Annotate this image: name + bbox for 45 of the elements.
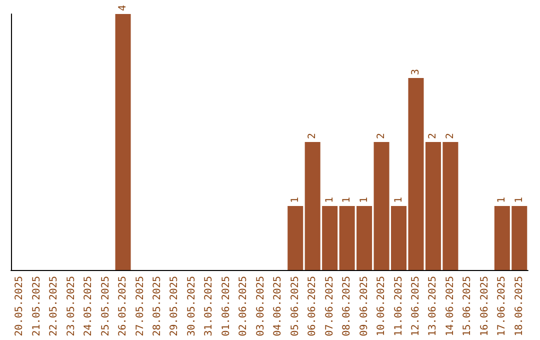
x-tick-label: 10.06.2025 [376, 276, 388, 336]
data-label: 1 [358, 196, 370, 203]
x-tick-label: 07.06.2025 [324, 276, 336, 336]
x-tick-label: 11.06.2025 [393, 276, 404, 336]
data-label: 2 [376, 132, 388, 139]
x-tick-label: 01.06.2025 [220, 276, 232, 336]
x-tick-label: 25.05.2025 [100, 276, 112, 336]
x-tick-label: 30.05.2025 [186, 276, 198, 336]
x-tick-label: 17.06.2025 [496, 276, 508, 336]
x-tick-label: 29.05.2025 [169, 276, 180, 336]
x-tick-label: 05.06.2025 [290, 276, 301, 336]
x-tick-label: 14.06.2025 [444, 276, 456, 336]
x-tick-label: 28.05.2025 [152, 276, 163, 336]
bar [115, 14, 131, 270]
x-tick-label: 08.06.2025 [342, 276, 353, 336]
x-tick-label: 31.05.2025 [204, 276, 215, 336]
data-label: 1 [342, 196, 353, 203]
data-label: 1 [393, 196, 404, 203]
x-tick-label: 27.05.2025 [134, 276, 146, 336]
data-label: 2 [307, 132, 318, 139]
x-tick-label: 15.06.2025 [462, 276, 474, 336]
data-label: 1 [496, 196, 508, 203]
x-tick-label: 06.06.2025 [307, 276, 318, 336]
x-tick-label: 21.05.2025 [31, 276, 42, 336]
x-tick-label: 03.06.2025 [255, 276, 266, 336]
data-label: 4 [118, 4, 129, 11]
x-tick-label: 02.06.2025 [238, 276, 250, 336]
bar [288, 206, 304, 270]
data-label: 2 [428, 132, 439, 139]
data-label: 1 [514, 196, 525, 203]
data-label: 1 [324, 196, 336, 203]
x-tick-label: 18.06.2025 [514, 276, 525, 336]
x-tick-label: 20.05.2025 [14, 276, 26, 336]
x-tick-label: 26.05.2025 [118, 276, 129, 336]
data-label: 2 [444, 132, 456, 139]
x-tick-label: 24.05.2025 [83, 276, 94, 336]
x-tick-label: 09.06.2025 [358, 276, 370, 336]
x-tick-label: 04.06.2025 [272, 276, 284, 336]
x-tick-label: 22.05.2025 [48, 276, 60, 336]
x-tick-label: 12.06.2025 [410, 276, 422, 336]
x-tick-label: 16.06.2025 [479, 276, 490, 336]
x-tick-label: 23.05.2025 [66, 276, 77, 336]
data-label: 1 [290, 196, 301, 203]
data-label: 3 [410, 68, 422, 75]
x-tick-label: 13.06.2025 [428, 276, 439, 336]
